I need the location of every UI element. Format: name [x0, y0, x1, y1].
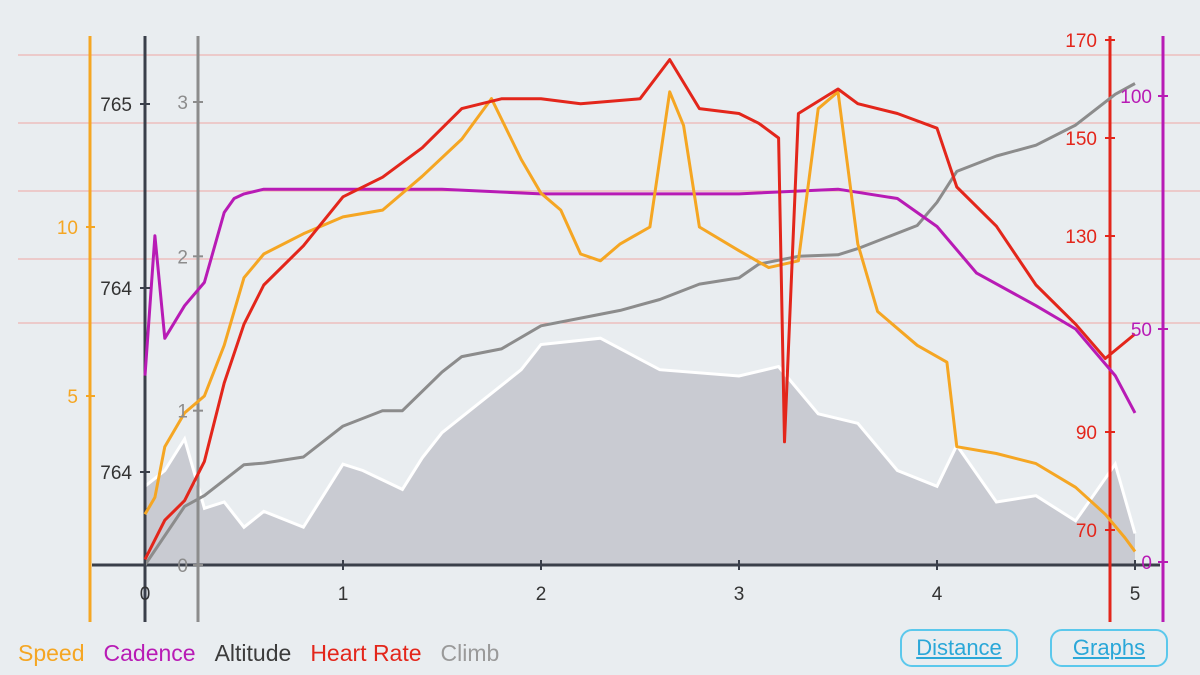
distance-button[interactable]: Distance [900, 629, 1018, 667]
cadence-tick-label-0: 0 [1141, 553, 1152, 574]
altitude-outline [144, 336, 1137, 534]
legend-speed: Speed [18, 640, 85, 666]
climb-tick-label-3: 3 [177, 93, 188, 114]
series-lines-layer [143, 58, 1137, 566]
speed-line [143, 90, 1137, 553]
x-tick-label-1: 1 [338, 584, 349, 605]
altitude-tick-label-2: 765 [100, 95, 132, 116]
cadence-tick-label-50: 50 [1131, 320, 1152, 341]
heart-rate-line [143, 58, 1136, 561]
heart-rate-tick-label-170: 170 [1065, 31, 1097, 52]
heart-rate-tick-label-150: 150 [1065, 129, 1097, 150]
legend: Speed Cadence Altitude Heart Rate Climb [18, 640, 518, 667]
heart-rate-tick-label-130: 130 [1065, 227, 1097, 248]
speed-tick-label-10: 10 [57, 218, 78, 239]
altitude-tick-label-1: 764 [100, 279, 132, 300]
altitude-tick-label-0: 764 [100, 463, 132, 484]
x-tick-label-5: 5 [1130, 584, 1141, 605]
cadence-line [143, 187, 1137, 414]
altitude-area-layer [144, 336, 1137, 565]
x-tick-label-0: 0 [140, 584, 151, 605]
legend-altitude: Altitude [214, 640, 292, 666]
heart-rate-tick-label-90: 90 [1076, 423, 1097, 444]
altitude-area [145, 338, 1135, 565]
speed-tick-label-5: 5 [67, 387, 78, 408]
climb-line [143, 82, 1136, 566]
heart-rate-gridlines [18, 54, 1200, 324]
climb-tick-label-1: 1 [177, 402, 188, 423]
heart-rate-tick-label-70: 70 [1076, 521, 1097, 542]
legend-cadence: Cadence [103, 640, 196, 666]
cadence-tick-label-100: 100 [1120, 87, 1152, 108]
legend-heart-rate: Heart Rate [310, 640, 422, 666]
climb-tick-label-0: 0 [177, 556, 188, 577]
x-tick-label-4: 4 [932, 584, 943, 605]
tick-labels-layer: 0 1 2 3 4 5 5 10 764 764 765 0 1 2 3 70 90 130 150 170 0 50 10… [57, 31, 1168, 605]
graphs-button[interactable]: Graphs [1050, 629, 1168, 667]
x-tick-label-3: 3 [734, 584, 745, 605]
legend-climb: Climb [440, 640, 500, 666]
x-tick-label-2: 2 [536, 584, 547, 605]
climb-tick-label-2: 2 [177, 247, 188, 268]
